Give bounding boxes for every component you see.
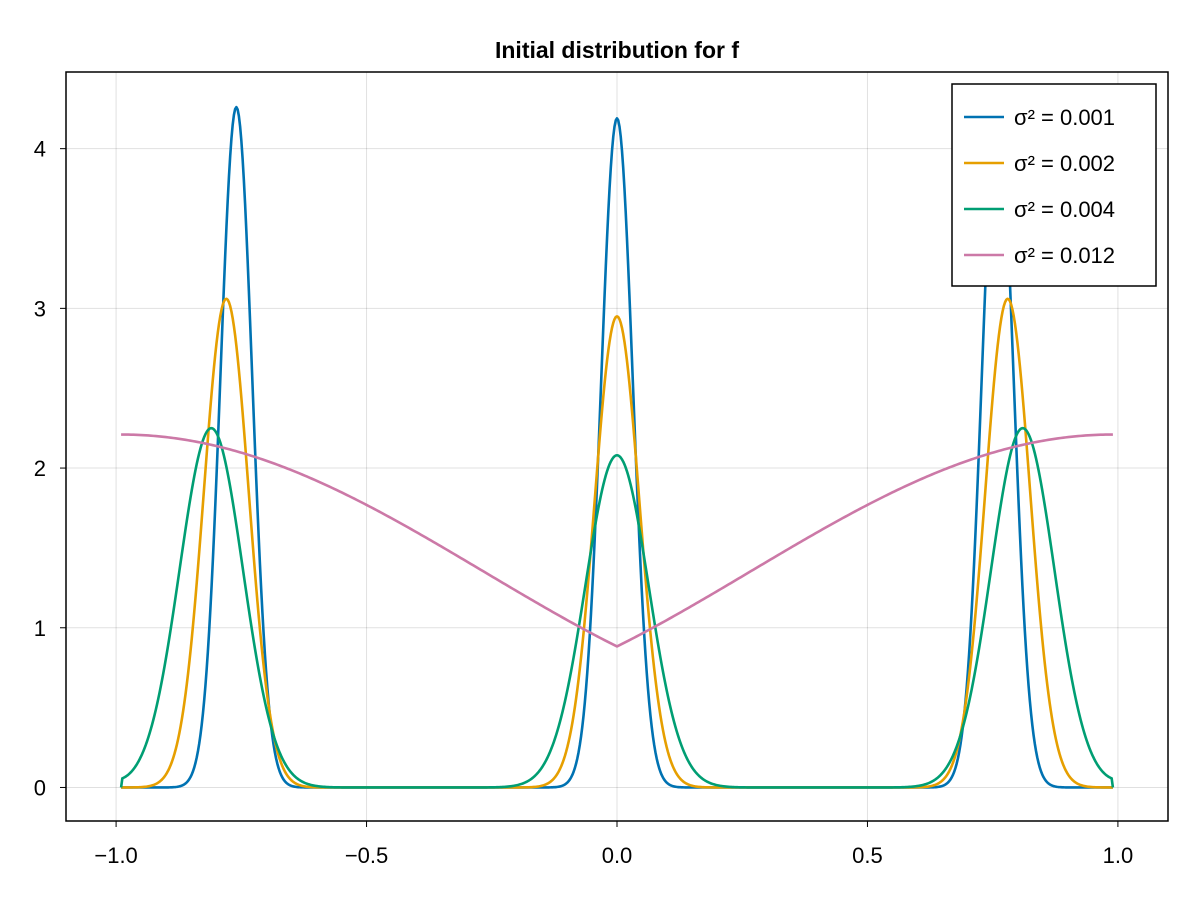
series-lines xyxy=(119,105,1115,789)
axis-ticks: −1.0 −0.5 0.0 0.5 1.0 0 1 2 3 4 xyxy=(34,137,1133,868)
y-tick-label: 4 xyxy=(34,137,46,162)
series-line-2 xyxy=(121,297,1113,789)
legend-label: σ² = 0.002 xyxy=(1014,151,1115,176)
legend-label: σ² = 0.004 xyxy=(1014,197,1115,222)
series-line-3 xyxy=(119,426,1115,789)
chart-title: Initial distribution for f xyxy=(495,37,739,63)
legend: σ² = 0.001 σ² = 0.002 σ² = 0.004 σ² = 0.012 xyxy=(951,83,1157,287)
x-tick-label: 0.5 xyxy=(852,843,883,868)
x-tick-label: 0.0 xyxy=(602,843,633,868)
series-line-4 xyxy=(121,433,1113,648)
legend-label: σ² = 0.012 xyxy=(1014,243,1115,268)
x-tick-label: −0.5 xyxy=(345,843,388,868)
series-line-1 xyxy=(121,105,1113,789)
legend-label: σ² = 0.001 xyxy=(1014,105,1115,130)
x-tick-label: 1.0 xyxy=(1103,843,1134,868)
y-tick-label: 2 xyxy=(34,456,46,481)
y-tick-label: 3 xyxy=(34,296,46,321)
y-tick-label: 1 xyxy=(34,616,46,641)
x-tick-label: −1.0 xyxy=(94,843,137,868)
y-tick-label: 0 xyxy=(34,775,46,800)
